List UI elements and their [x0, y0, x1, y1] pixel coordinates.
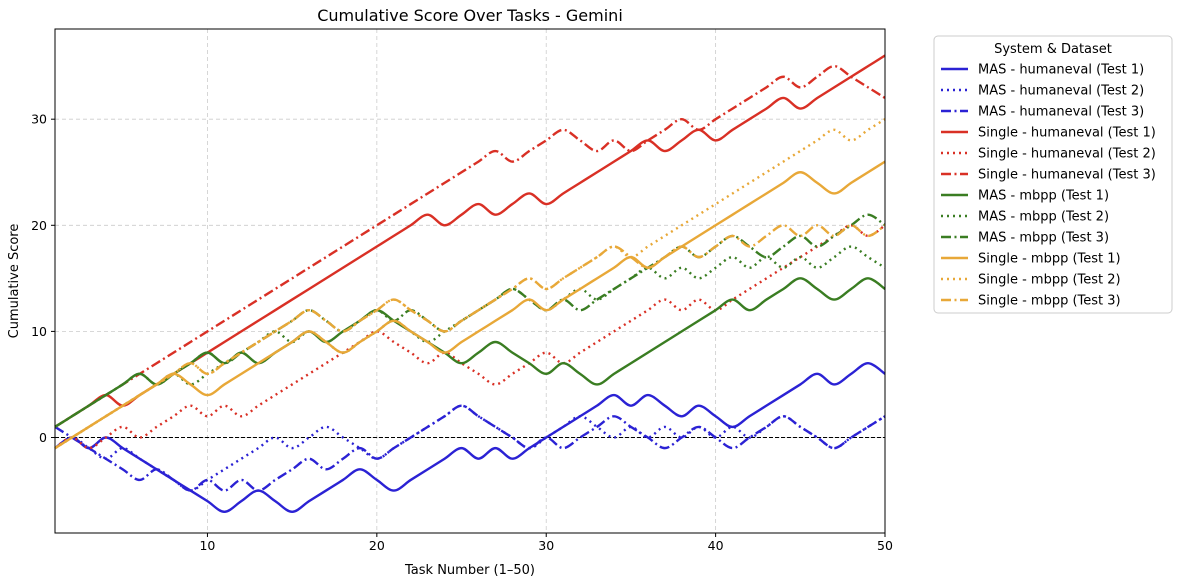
series-line-11	[54, 118, 886, 450]
legend-entry-label: Single - humaneval (Test 1)	[978, 126, 1156, 141]
legend-entry-label: Single - mbpp (Test 2)	[978, 273, 1121, 288]
chart-title: Cumulative Score Over Tasks - Gemini	[317, 6, 623, 25]
legend-entry-label: MAS - mbpp (Test 1)	[978, 189, 1109, 204]
series-line-2	[54, 404, 886, 492]
legend: System & Dataset MAS - humaneval (Test 1…	[933, 35, 1173, 314]
x-axis-title: Task Number (1–50)	[404, 563, 535, 578]
series-line-7	[54, 277, 886, 428]
legend-entry-label: MAS - humaneval (Test 1)	[978, 63, 1144, 78]
x-tick-label: 20	[369, 538, 385, 553]
y-tick-label: 10	[31, 324, 47, 339]
series-line-6	[54, 64, 886, 428]
series-line-9	[54, 213, 886, 428]
series-line-12	[54, 224, 886, 450]
legend-title: System & Dataset	[994, 42, 1112, 57]
y-axis-title: Cumulative Score	[7, 224, 22, 339]
legend-entry-label: MAS - mbpp (Test 2)	[978, 210, 1109, 225]
legend-entry-label: MAS - humaneval (Test 2)	[978, 84, 1144, 99]
legend-entry-label: Single - mbpp (Test 1)	[978, 252, 1121, 267]
axis-ticks: 10 20 30 40 50 0 10 20 30	[31, 112, 893, 553]
y-tick-label: 0	[39, 430, 47, 445]
series-line-3	[54, 404, 886, 492]
x-tick-label: 40	[708, 538, 724, 553]
legend-entry-label: MAS - humaneval (Test 3)	[978, 105, 1144, 120]
series-line-5	[54, 224, 886, 450]
series-line-10	[54, 160, 886, 450]
series-lines	[54, 54, 886, 513]
y-tick-label: 20	[31, 218, 47, 233]
plot-frame	[54, 28, 886, 534]
legend-entry-label: Single - humaneval (Test 3)	[978, 168, 1156, 183]
x-tick-label: 10	[199, 538, 215, 553]
y-tick-label: 30	[31, 112, 47, 127]
legend-box	[933, 35, 1173, 314]
legend-entry-label: MAS - mbpp (Test 3)	[978, 231, 1109, 246]
x-tick-label: 30	[538, 538, 554, 553]
series-line-8	[54, 245, 886, 450]
legend-entry-label: Single - humaneval (Test 2)	[978, 147, 1156, 162]
legend-entry-label: Single - mbpp (Test 3)	[978, 294, 1121, 309]
x-tick-label: 50	[877, 538, 893, 553]
